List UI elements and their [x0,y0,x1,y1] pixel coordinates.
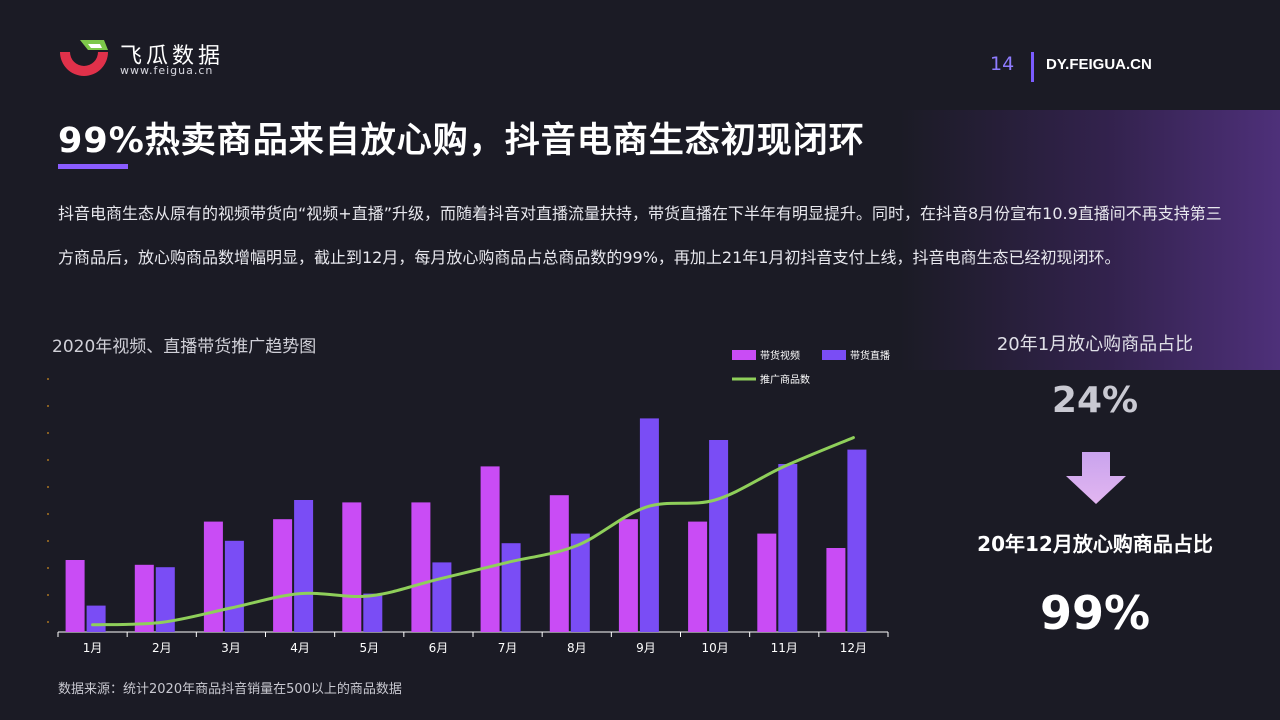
legend-label: 带货视频 [760,349,800,362]
trend-chart: 1月 2月 3月 4月 5月 6月 7月 8月 9月 10月 11月 12月 带货视频 带货直播推广商品… [47,349,890,655]
live-bar [847,449,867,632]
body-paragraph: 抖音电商生态从原有的视频带货向“视频+直播”升级，而随着抖音对直播流量扶持，带货… [58,204,1222,267]
jan-share-value: 24% [1051,380,1139,421]
legend-label: 带货直播 [850,349,890,362]
dec-share-value: 99% [1039,586,1151,640]
page-title: 99%热卖商品来自放心购，抖音电商生态初现闭环 [58,121,865,161]
chart-title: 2020年视频、直播带货推广趋势图 [52,337,317,357]
x-tick-label: 12月 [840,641,867,655]
header-divider [1031,52,1034,82]
live-bar [639,418,659,632]
background-glow [900,110,1280,370]
site-url[interactable]: DY.FEIGUA.CN [1046,56,1152,73]
live-bar [155,567,175,632]
down-arrow-icon [1066,452,1126,504]
promo-items-line [91,436,855,627]
x-tick-label: 2月 [152,641,172,655]
brand-name: 飞瓜数据 [120,44,225,69]
brand-url: www.feigua.cn [120,64,214,77]
feigua-logo-icon [60,40,108,76]
x-tick-label: 11月 [771,641,798,655]
video-bar [134,564,154,632]
x-tick-label: 9月 [636,641,656,655]
x-tick-label: 5月 [359,641,379,655]
live-bar [709,440,729,632]
legend-video-swatch [732,350,756,360]
video-bar [549,495,569,632]
video-bar [480,466,500,632]
video-bar [65,560,85,632]
x-tick-label: 3月 [221,641,241,655]
legend-live-swatch [822,350,846,360]
x-tick-label: 4月 [290,641,310,655]
title-underline [58,164,128,169]
page-number: 14 [990,53,1015,75]
x-tick-label: 8月 [567,641,587,655]
live-bar [86,605,106,632]
video-bar [688,521,708,632]
live-bar [363,593,383,632]
data-source-note: 数据来源：统计2020年商品抖音销量在500以上的商品数据 [58,682,402,697]
video-bar [757,533,777,632]
jan-share-label: 20年1月放心购商品占比 [996,334,1194,355]
x-tick-label: 1月 [83,641,103,655]
x-tick-label: 10月 [701,641,728,655]
dec-share-label: 20年12月放心购商品占比 [977,532,1213,556]
video-bar [618,519,638,632]
video-bar [411,502,431,632]
live-bar [432,562,452,632]
live-bar [778,464,798,632]
video-bar [273,519,293,632]
live-bar [224,540,244,632]
video-bar [826,548,846,632]
video-bar [203,521,223,632]
live-bar [501,543,521,632]
video-bar [342,502,362,632]
x-tick-label: 7月 [498,641,518,655]
x-tick-label: 6月 [429,641,449,655]
legend-label: 推广商品数 [760,373,810,386]
live-bar [294,500,314,632]
live-bar [570,533,590,632]
